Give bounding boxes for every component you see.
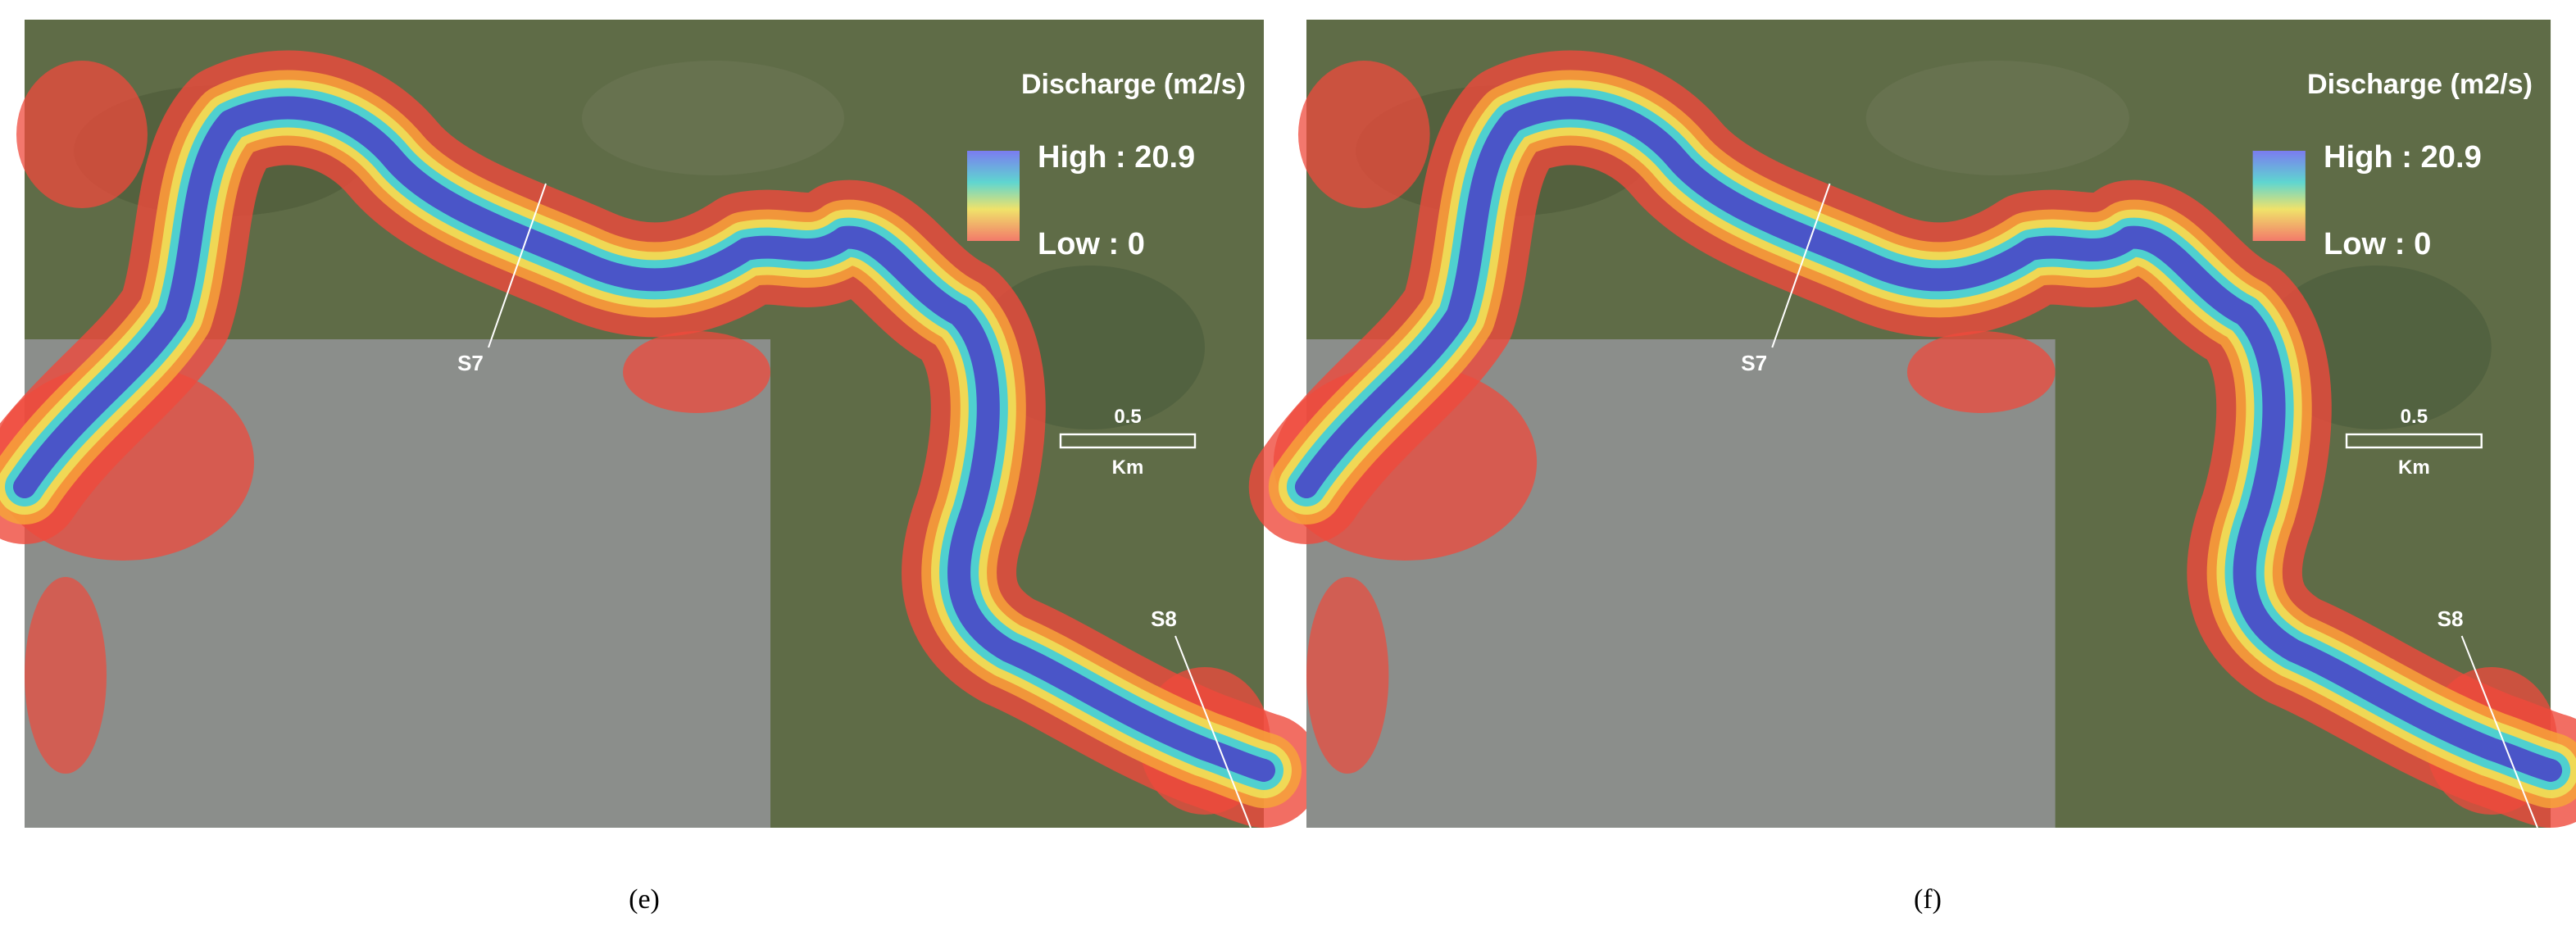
legend-high: High : 20.9: [1038, 140, 1195, 175]
section-line: [2460, 635, 2538, 829]
map-panel: Discharge (m2/s) High : 20.9 Low : 0 0.5…: [0, 20, 1270, 828]
scale-distance: 0.5: [2401, 406, 2428, 428]
section-label: S7: [1741, 351, 1767, 375]
scale-unit: Km: [2398, 456, 2430, 479]
legend-high: High : 20.9: [2324, 140, 2482, 175]
section-line: [1771, 183, 1831, 348]
scale-bar: [2345, 433, 2483, 449]
legend-low: Low : 0: [1038, 227, 1145, 261]
map-panel: Discharge (m2/s) High : 20.9 Low : 0 0.5…: [1274, 20, 2557, 828]
section-label: S7: [457, 351, 484, 375]
panel-caption: (f): [1914, 884, 1942, 915]
legend-title: Discharge (m2/s): [1021, 69, 1246, 100]
section-label: S8: [2437, 606, 2464, 631]
scale-distance: 0.5: [1114, 406, 1141, 428]
section-line: [1174, 635, 1252, 829]
panel-caption: (e): [629, 884, 660, 915]
legend-low: Low : 0: [2324, 227, 2431, 261]
legend-title: Discharge (m2/s): [2307, 69, 2533, 100]
scale-bar: [1059, 433, 1197, 449]
legend-ramp: [2252, 151, 2306, 241]
section-line: [488, 183, 547, 348]
scale-unit: Km: [1112, 456, 1144, 479]
section-label: S8: [1151, 606, 1177, 631]
legend-ramp: [967, 151, 1020, 241]
